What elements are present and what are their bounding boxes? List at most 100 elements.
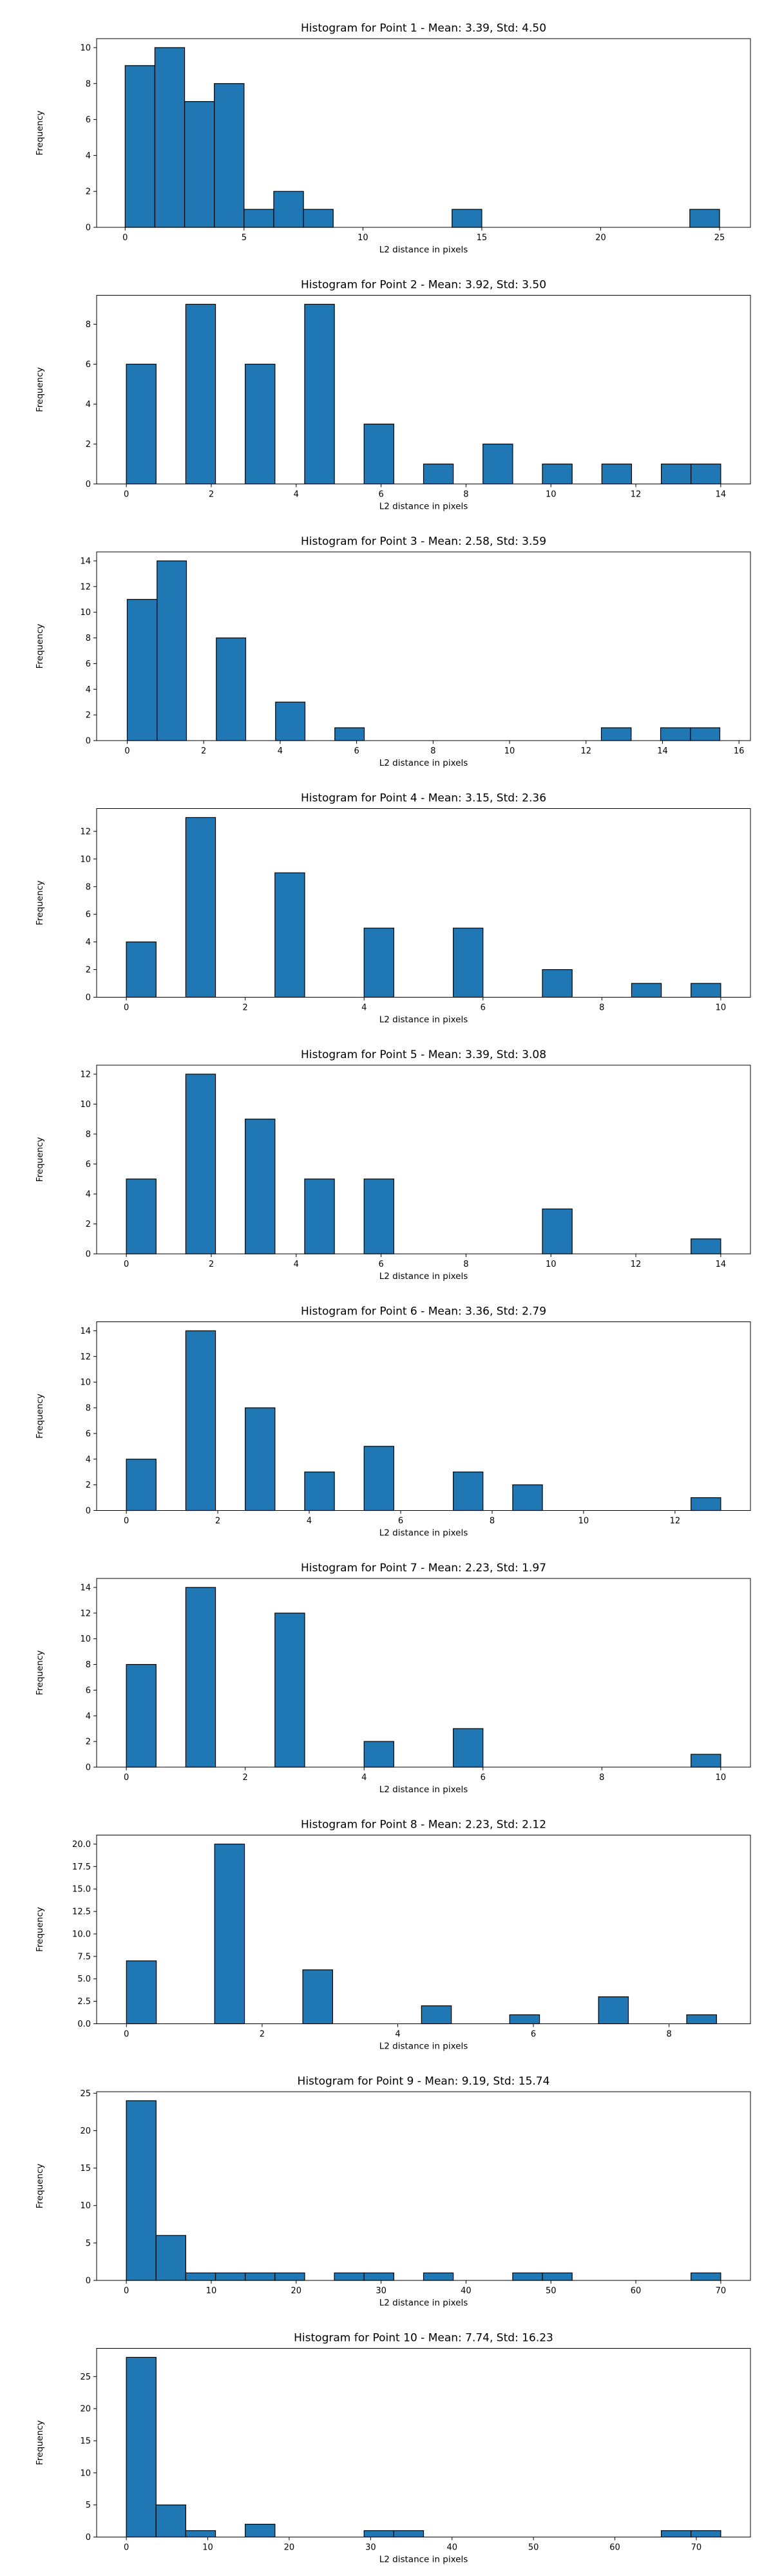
histogram-bar — [303, 209, 334, 228]
x-tick-label: 14 — [716, 1260, 727, 1269]
y-tick-label: 4 — [86, 1712, 91, 1721]
y-tick-label: 2 — [86, 440, 91, 450]
histogram-bar — [482, 443, 513, 485]
x-axis-label: L2 distance in pixels — [379, 2555, 468, 2565]
x-tick-label: 6 — [398, 1517, 403, 1526]
y-tick-label: 0 — [86, 993, 91, 1003]
x-tick-label: 10 — [546, 1260, 557, 1269]
x-tick-label: 10 — [716, 1003, 727, 1013]
x-tick-label: 30 — [376, 2286, 386, 2296]
histogram-panel-10: Histogram for Point 10 - Mean: 7.74, Std… — [35, 2332, 751, 2565]
histogram-bar — [126, 2100, 157, 2281]
histogram-bar — [245, 1119, 276, 1255]
histogram-bar — [274, 2272, 305, 2281]
histogram-bar — [126, 363, 157, 485]
histogram-bar — [304, 303, 335, 485]
x-tick-label: 2 — [243, 1003, 248, 1013]
y-tick-label: 2.5 — [77, 1997, 91, 2007]
histogram-panel-9: Histogram for Point 9 - Mean: 9.19, Std:… — [35, 2075, 751, 2308]
y-tick-label: 20.0 — [72, 1840, 91, 1850]
y-tick-label: 8 — [86, 1130, 91, 1139]
histogram-bar — [245, 1407, 276, 1511]
x-tick-label: 8 — [430, 746, 435, 756]
y-tick-label: 25 — [80, 2089, 91, 2099]
y-tick-label: 8 — [86, 882, 91, 892]
chart-title: Histogram for Point 4 - Mean: 3.15, Std:… — [301, 792, 546, 805]
histogram-bar — [126, 1459, 157, 1511]
x-tick-label: 2 — [260, 2030, 265, 2040]
y-tick-label: 15 — [80, 2164, 91, 2174]
y-tick-label: 8 — [86, 1404, 91, 1414]
y-tick-label: 5 — [86, 2239, 91, 2248]
x-tick-label: 14 — [657, 746, 668, 756]
x-tick-label: 2 — [201, 746, 206, 756]
histogram-bar — [452, 209, 482, 228]
histogram-bar — [334, 2272, 365, 2281]
y-tick-label: 12.5 — [72, 1908, 91, 1917]
x-tick-label: 12 — [580, 746, 591, 756]
y-tick-label: 8 — [86, 320, 91, 330]
histogram-bar — [185, 1330, 216, 1511]
x-tick-label: 70 — [691, 2543, 702, 2553]
y-tick-label: 10 — [80, 1100, 91, 1110]
histogram-bar — [126, 2356, 157, 2538]
y-tick-label: 12 — [80, 582, 91, 592]
x-tick-label: 15 — [477, 233, 488, 243]
y-tick-label: 4 — [86, 151, 91, 161]
histogram-panel-6: Histogram for Point 6 - Mean: 3.36, Std:… — [35, 1305, 751, 1539]
histogram-bar — [157, 560, 187, 741]
histogram-bar — [126, 1179, 157, 1255]
x-tick-label: 4 — [361, 1773, 367, 1783]
y-tick-label: 0 — [86, 1506, 91, 1516]
x-tick-label: 0 — [124, 2543, 129, 2553]
histogram-bar — [453, 927, 484, 998]
x-tick-label: 10 — [504, 746, 515, 756]
x-tick-label: 0 — [122, 233, 128, 243]
chart-title: Histogram for Point 2 - Mean: 3.92, Std:… — [301, 279, 546, 292]
histogram-bar — [214, 83, 245, 228]
x-tick-label: 50 — [546, 2286, 557, 2296]
y-axis-label: Frequency — [35, 880, 45, 925]
y-tick-label: 8 — [86, 1660, 91, 1670]
histogram-panel-8: Histogram for Point 8 - Mean: 2.23, Std:… — [35, 1819, 751, 2052]
y-tick-label: 6 — [86, 1429, 91, 1439]
histogram-bar — [126, 599, 158, 741]
chart-title: Histogram for Point 6 - Mean: 3.36, Std:… — [301, 1305, 546, 1318]
histogram-bar — [691, 1754, 721, 1768]
x-tick-label: 0 — [124, 1773, 129, 1783]
y-tick-label: 10 — [80, 855, 91, 864]
x-axis-label: L2 distance in pixels — [379, 1271, 468, 1282]
y-axis-label: Frequency — [35, 1137, 45, 1182]
x-tick-label: 4 — [395, 2030, 400, 2040]
histogram-bar — [185, 2530, 216, 2538]
y-tick-label: 10 — [80, 1378, 91, 1388]
x-tick-label: 8 — [599, 1003, 604, 1013]
y-tick-label: 2 — [86, 965, 91, 975]
histogram-panel-3: Histogram for Point 3 - Mean: 2.58, Std:… — [35, 535, 751, 768]
y-tick-label: 2 — [86, 187, 91, 197]
y-tick-label: 2 — [86, 1481, 91, 1490]
histogram-bar — [542, 463, 573, 485]
y-tick-label: 14 — [80, 1583, 91, 1593]
x-tick-label: 6 — [481, 1773, 486, 1783]
histogram-bar — [245, 363, 276, 485]
histogram-bar — [243, 209, 274, 228]
y-tick-label: 12 — [80, 1352, 91, 1362]
histogram-bar — [691, 983, 721, 998]
x-tick-label: 10 — [202, 2543, 213, 2553]
x-tick-label: 8 — [599, 1773, 604, 1783]
y-tick-label: 20 — [80, 2126, 91, 2136]
x-tick-label: 10 — [358, 233, 368, 243]
histogram-bar — [334, 727, 365, 741]
x-tick-label: 4 — [278, 746, 283, 756]
x-tick-label: 0 — [124, 2286, 129, 2296]
x-tick-label: 4 — [294, 1260, 299, 1269]
histogram-panel-7: Histogram for Point 7 - Mean: 2.23, Std:… — [35, 1562, 751, 1795]
y-tick-label: 7.5 — [77, 1952, 91, 1962]
histogram-bar — [185, 2272, 216, 2281]
x-tick-label: 4 — [294, 490, 299, 500]
histogram-bar — [690, 727, 721, 741]
plot-frame — [96, 295, 751, 484]
x-tick-label: 12 — [670, 1517, 681, 1526]
histogram-bar — [126, 1663, 157, 1768]
